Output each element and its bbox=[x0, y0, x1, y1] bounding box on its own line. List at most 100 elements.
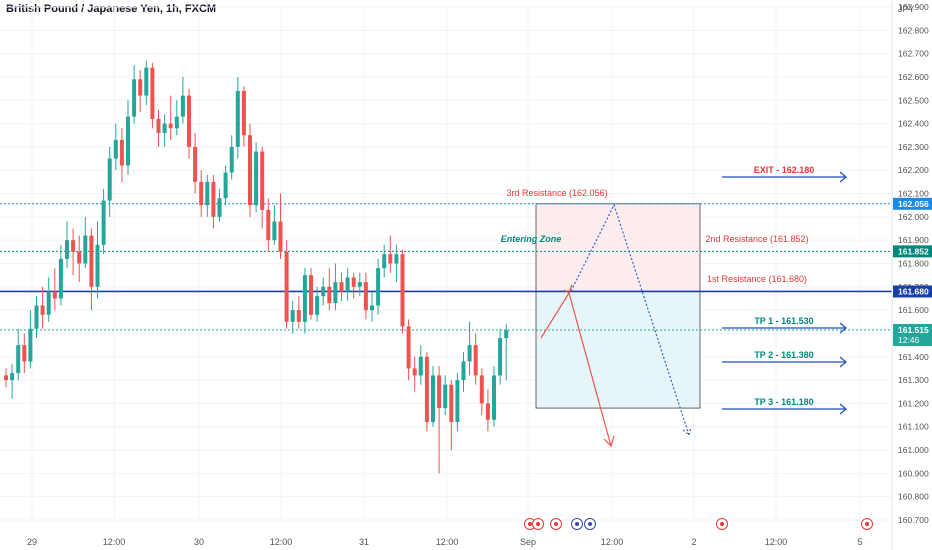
countdown-label: 12:46 bbox=[898, 335, 920, 345]
candle-body bbox=[138, 79, 143, 96]
candle-body bbox=[339, 282, 344, 292]
candle-body bbox=[455, 380, 460, 423]
price-badge bbox=[893, 197, 932, 210]
candle-body bbox=[424, 356, 429, 423]
x-tick-label: 12:00 bbox=[103, 537, 126, 547]
x-tick-label: 30 bbox=[194, 537, 204, 547]
y-tick-label: 162.700 bbox=[898, 49, 929, 59]
y-tick-label: 162.500 bbox=[898, 95, 929, 105]
candle-body bbox=[89, 235, 94, 287]
annotation-resistance_2: 2nd Resistance (161.852) bbox=[705, 234, 808, 244]
y-tick-label: 162.900 bbox=[898, 2, 929, 12]
candle-body bbox=[132, 79, 137, 117]
y-tick-label: 160.700 bbox=[898, 515, 929, 525]
candle-body bbox=[211, 181, 216, 217]
candle-body bbox=[284, 251, 289, 322]
x-tick-label: 12:00 bbox=[765, 537, 788, 547]
candle-body bbox=[479, 375, 484, 404]
candle-body bbox=[28, 328, 33, 362]
candle-body bbox=[363, 282, 368, 311]
retest-arrowhead bbox=[563, 284, 573, 294]
projection-paths bbox=[540, 203, 692, 448]
candle-body bbox=[22, 345, 27, 362]
currency-label: JPY bbox=[898, 4, 915, 14]
event-marker-dot bbox=[575, 522, 579, 526]
candle-body bbox=[83, 235, 88, 264]
price-badge bbox=[893, 245, 932, 258]
x-tick-label: 2 bbox=[691, 537, 696, 547]
candle-body bbox=[504, 329, 509, 339]
candle-body bbox=[498, 338, 503, 376]
time-axis: 29 12:00 30 12:00 31 12:00 Sep 12:00 2 12:00 5 bbox=[27, 537, 863, 547]
candle-body bbox=[272, 221, 277, 241]
candle-body bbox=[168, 123, 173, 129]
candle-body bbox=[321, 286, 326, 297]
target-arrow-head bbox=[839, 322, 847, 334]
candle-body bbox=[126, 116, 130, 166]
candle-body bbox=[485, 403, 490, 420]
candle-body bbox=[327, 286, 332, 304]
candle-body bbox=[34, 305, 39, 329]
x-tick-label: 12:00 bbox=[270, 537, 293, 547]
candle-body bbox=[174, 116, 179, 129]
candle-body bbox=[65, 240, 69, 259]
y-tick-label: 161.300 bbox=[898, 375, 929, 385]
x-tick-label: Sep bbox=[520, 537, 536, 547]
candle-body bbox=[223, 172, 228, 199]
candle-body bbox=[388, 254, 393, 264]
candle-body bbox=[437, 375, 442, 409]
candle-body bbox=[71, 240, 76, 252]
candle-body bbox=[412, 368, 417, 376]
candle-body bbox=[400, 254, 405, 327]
candle-body bbox=[241, 90, 246, 136]
event-marker-dot bbox=[720, 522, 724, 526]
y-tick-label: 162.200 bbox=[898, 165, 929, 175]
candle-body bbox=[473, 345, 478, 376]
price-badge-label: 161.515 bbox=[898, 325, 929, 335]
event-marker-dot bbox=[528, 522, 532, 526]
price-badge bbox=[893, 323, 932, 346]
candle-body bbox=[333, 282, 338, 304]
candle-body bbox=[40, 305, 45, 315]
candle-body bbox=[16, 345, 21, 374]
candle-body bbox=[46, 291, 51, 315]
grid-lines bbox=[0, 6, 892, 521]
candle-body bbox=[229, 146, 234, 173]
candle-body bbox=[113, 139, 118, 159]
target-arrow-head bbox=[839, 403, 847, 415]
annotation-tp2: TP 2 - 161.380 bbox=[754, 350, 813, 360]
y-tick-label: 161.100 bbox=[898, 422, 929, 432]
candle-body bbox=[235, 90, 240, 147]
annotation-exit: EXIT - 162.180 bbox=[754, 165, 815, 175]
candle-body bbox=[315, 296, 320, 315]
y-tick-label: 162.300 bbox=[898, 142, 929, 152]
candle-body bbox=[254, 151, 259, 206]
event-marker-dot bbox=[865, 522, 869, 526]
x-tick-label: 12:00 bbox=[601, 537, 624, 547]
event-markers[interactable] bbox=[524, 518, 873, 530]
candle-body bbox=[431, 375, 435, 423]
trade-zones bbox=[535, 203, 701, 409]
candle-body bbox=[278, 221, 283, 252]
y-tick-label: 161.800 bbox=[898, 259, 929, 269]
event-marker-dot bbox=[588, 522, 592, 526]
candle-body bbox=[449, 384, 454, 423]
candle-body bbox=[156, 118, 161, 133]
x-tick-label: 12:00 bbox=[436, 537, 459, 547]
sell-arrowhead bbox=[603, 435, 615, 448]
candle-body bbox=[107, 158, 112, 201]
target-arrows: 3rd Resistance (162.056) 2nd Resistance (… bbox=[501, 165, 847, 415]
price-levels bbox=[0, 203, 892, 331]
alt-path bbox=[570, 203, 690, 436]
target-arrow-head bbox=[839, 356, 847, 368]
x-tick-label: 5 bbox=[857, 537, 862, 547]
x-tick-label: 31 bbox=[359, 537, 369, 547]
price-axis: 162.900 162.800 162.700 162.600 162.500 162.4… bbox=[891, 0, 932, 550]
candle-body bbox=[205, 181, 210, 206]
candle-body bbox=[266, 209, 271, 241]
y-tick-label: 162.000 bbox=[898, 212, 929, 222]
y-tick-label: 162.600 bbox=[898, 72, 929, 82]
alt-arrowhead bbox=[682, 426, 692, 437]
target-arrow-head bbox=[839, 171, 847, 183]
